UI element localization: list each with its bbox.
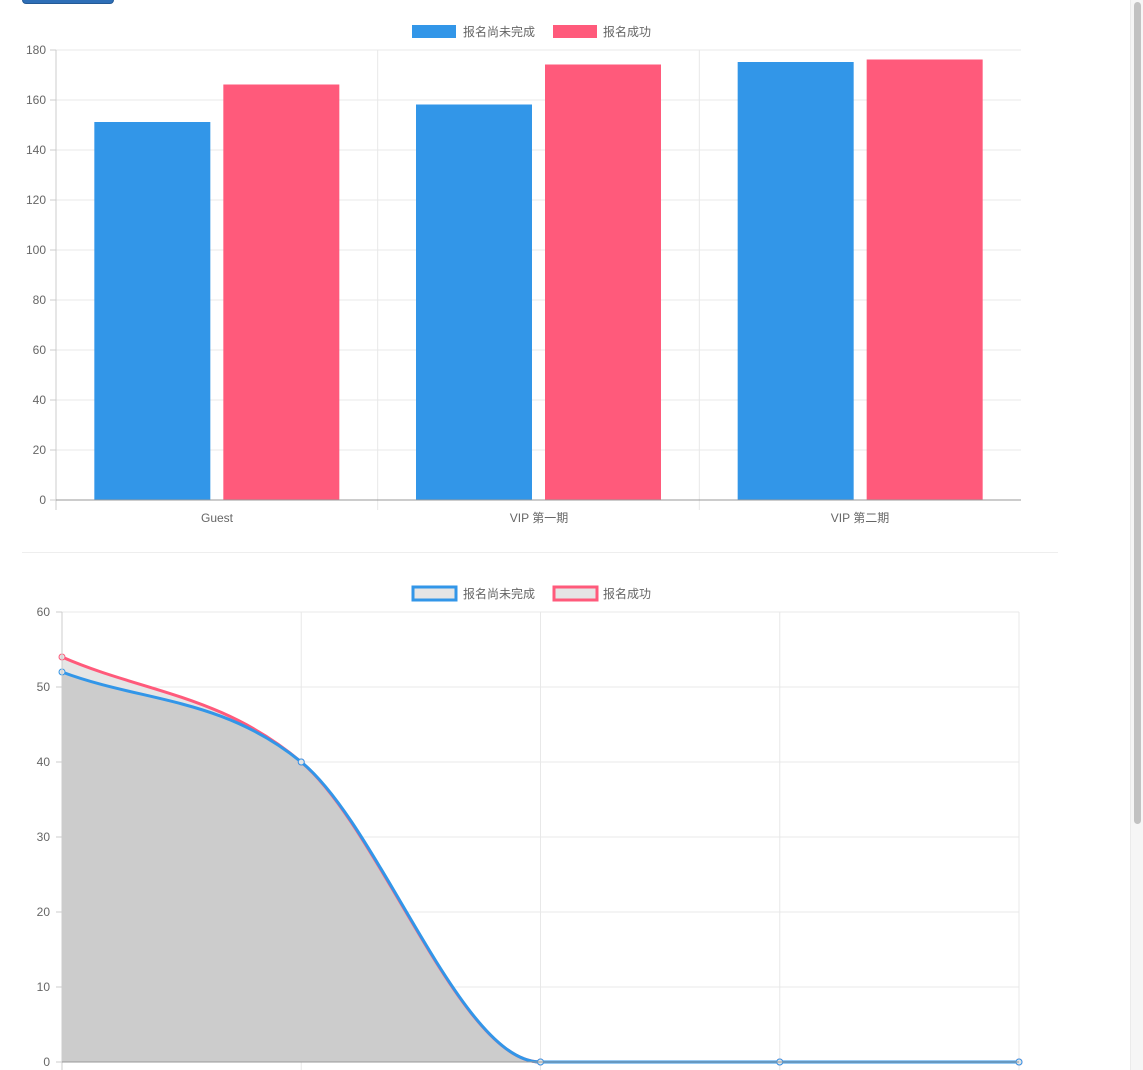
vertical-scrollbar[interactable] bbox=[1130, 0, 1143, 1070]
bar-legend-label-1[interactable]: 报名成功 bbox=[603, 24, 651, 39]
line-y-tick-label: 40 bbox=[37, 755, 51, 769]
bar-y-tick-label: 40 bbox=[33, 393, 47, 407]
bar-x-tick-label: Guest bbox=[201, 511, 234, 525]
bar-y-tick-label: 20 bbox=[33, 443, 47, 457]
bar-x-tick-label: VIP 第二期 bbox=[831, 511, 889, 525]
line-y-tick-label: 50 bbox=[37, 680, 51, 694]
bar-y-tick-label: 120 bbox=[26, 193, 46, 207]
line-y-tick-label: 30 bbox=[37, 830, 51, 844]
bar-1-0[interactable] bbox=[223, 84, 340, 501]
bar-0-1[interactable] bbox=[416, 104, 532, 501]
line-area-0 bbox=[62, 672, 1019, 1062]
line-legend-label-0[interactable]: 报名尚未完成 bbox=[463, 586, 535, 601]
line-legend[interactable]: 报名尚未完成 报名成功 bbox=[411, 585, 651, 602]
line-legend-label-1[interactable]: 报名成功 bbox=[603, 586, 651, 601]
chart-divider bbox=[22, 552, 1058, 553]
bar-y-tick-label: 140 bbox=[26, 143, 46, 157]
bar-y-tick-label: 60 bbox=[33, 343, 47, 357]
bar-1-1[interactable] bbox=[545, 64, 661, 501]
line-y-tick-label: 20 bbox=[37, 905, 51, 919]
bar-legend-swatch-1[interactable] bbox=[553, 25, 597, 38]
bar-legend[interactable]: 报名尚未完成 报名成功 bbox=[412, 24, 651, 39]
bar-y-tick-label: 0 bbox=[39, 493, 46, 507]
line-y-tick-label: 60 bbox=[37, 605, 51, 619]
bar-x-tick-labels: Guest VIP 第一期 VIP 第二期 bbox=[201, 511, 889, 525]
bar-1-2[interactable] bbox=[866, 59, 983, 501]
bar-y-tick-label: 100 bbox=[26, 243, 46, 257]
bar-y-tick-label: 180 bbox=[26, 43, 46, 57]
bar-chart-bars bbox=[94, 59, 983, 501]
line-legend-swatch-0[interactable] bbox=[411, 585, 458, 602]
line-y-tick-label: 0 bbox=[43, 1055, 50, 1069]
bar-0-0[interactable] bbox=[94, 122, 211, 501]
line-legend-swatch-1[interactable] bbox=[552, 585, 599, 602]
bar-chart-grid bbox=[56, 49, 1021, 510]
bar-chart-axes: 0 20 40 60 80 100 120 140 160 180 bbox=[26, 43, 1021, 510]
bar-y-tick-label: 160 bbox=[26, 93, 46, 107]
bar-y-tick-label: 80 bbox=[33, 293, 47, 307]
line-point-0-1[interactable] bbox=[297, 758, 305, 766]
scrollbar-thumb[interactable] bbox=[1134, 2, 1141, 824]
bar-x-tick-label: VIP 第一期 bbox=[510, 511, 568, 525]
bar-legend-swatch-0[interactable] bbox=[412, 25, 456, 38]
bar-legend-label-0[interactable]: 报名尚未完成 bbox=[463, 24, 535, 39]
line-chart-axes: 0 10 20 30 40 50 60 bbox=[37, 605, 1019, 1070]
line-y-tick-label: 10 bbox=[37, 980, 51, 994]
bar-0-2[interactable] bbox=[737, 62, 854, 501]
